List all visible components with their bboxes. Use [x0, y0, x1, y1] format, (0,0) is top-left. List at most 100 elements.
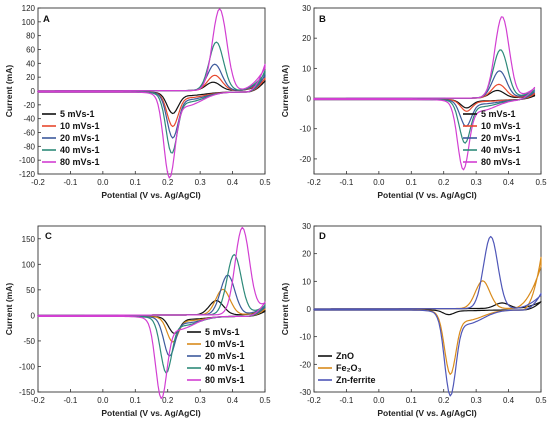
panel-d: D Potential (V vs. Ag/AgCl) Current (mA)… [280, 222, 547, 418]
y-tick-label: 40 [26, 59, 35, 68]
panel-letter-a: A [43, 14, 50, 25]
x-axis-title-b: Potential (V vs. Ag/AgCl) [377, 190, 477, 200]
y-tick-label: 50 [26, 286, 35, 295]
x-tick-label: 0.4 [227, 178, 239, 187]
x-tick-label: -0.2 [31, 178, 45, 187]
legend-label: 80 mVs-1 [60, 157, 100, 167]
y-tick-label: -20 [299, 155, 311, 164]
legend-label: 5 mVs-1 [60, 109, 95, 119]
ticks-b: -0.2 -0.1 0.0 0.1 0.2 0.3 0.4 0.5 -20 -10 0 10 20 30 [299, 4, 547, 187]
legend-label: 20 mVs-1 [205, 351, 245, 361]
legend-a: 5 mVs-1 10 mVs-1 20 mVs-1 40 mVs-1 80 mVs-1 [42, 109, 100, 167]
x-tick-label: -0.1 [340, 178, 354, 187]
x-tick-label: 0.0 [97, 178, 109, 187]
x-tick-label: -0.2 [31, 396, 45, 405]
panel-a: A Potential (V vs. Ag/AgCl) Current (mA)… [4, 4, 271, 200]
y-tick-label: -60 [23, 129, 35, 138]
ticks-a: -0.2 -0.1 0.0 0.1 0.2 0.3 0.4 0.5 -120 -100 -80 -60… [19, 4, 271, 187]
x-axis-title-d: Potential (V vs. Ag/AgCl) [377, 408, 477, 418]
curves-a [37, 8, 266, 179]
y-tick-label: 30 [302, 4, 311, 13]
y-tick-label: -100 [19, 156, 36, 165]
y-tick-label: 20 [302, 250, 311, 259]
panel-letter-d: D [319, 231, 326, 242]
series-line [313, 235, 542, 397]
y-tick-label: -20 [23, 101, 35, 110]
y-axis-title-d: Current (mA) [280, 283, 290, 336]
legend-label: 40 mVs-1 [481, 145, 521, 155]
legend-label: 80 mVs-1 [205, 375, 245, 385]
x-tick-label: 0.4 [503, 396, 515, 405]
x-tick-label: -0.2 [307, 396, 321, 405]
x-tick-label: -0.1 [64, 178, 78, 187]
y-tick-label: 0 [307, 95, 312, 104]
y-tick-label: 10 [302, 64, 311, 73]
x-tick-label: -0.1 [340, 396, 354, 405]
legend-label: Fe₂O₃ [336, 363, 362, 373]
y-tick-label: 30 [302, 222, 311, 231]
legend-label: 40 mVs-1 [60, 145, 100, 155]
x-tick-label: 0.1 [406, 396, 418, 405]
y-axis-title-b: Current (mA) [280, 65, 290, 118]
ticks-d: -0.2 -0.1 0.0 0.1 0.2 0.3 0.4 0.5 -30 -20 -10 0 10 20… [299, 222, 547, 405]
y-tick-label: 0 [31, 311, 36, 320]
x-tick-label: -0.1 [64, 396, 78, 405]
panel-c: C Potential (V vs. Ag/AgCl) Current (mA)… [4, 225, 271, 418]
legend-label: 20 mVs-1 [60, 133, 100, 143]
x-tick-label: 0.1 [130, 178, 142, 187]
legend-d: ZnO Fe₂O₃ Zn-ferrite [318, 351, 376, 385]
y-tick-label: -150 [19, 388, 36, 397]
x-tick-label: 0.0 [373, 396, 385, 405]
legend-c: 5 mVs-1 10 mVs-1 20 mVs-1 40 mVs-1 80 mVs-1 [187, 327, 245, 385]
y-axis-title-c: Current (mA) [4, 283, 14, 336]
y-tick-label: -30 [299, 388, 311, 397]
y-axis-title-a: Current (mA) [4, 65, 14, 118]
y-tick-label: -10 [299, 333, 311, 342]
x-axis-title-c: Potential (V vs. Ag/AgCl) [101, 408, 201, 418]
y-tick-label: 120 [22, 4, 36, 13]
plot-frame-b [313, 7, 542, 175]
x-tick-label: 0.5 [259, 178, 271, 187]
y-tick-label: 0 [31, 87, 36, 96]
y-tick-label: -20 [299, 360, 311, 369]
y-tick-label: 0 [307, 305, 312, 314]
legend-label: 10 mVs-1 [481, 121, 521, 131]
y-tick-label: 80 [26, 32, 35, 41]
x-tick-label: 0.5 [259, 396, 271, 405]
y-tick-label: -50 [23, 337, 35, 346]
x-tick-label: -0.2 [307, 178, 321, 187]
x-tick-label: 0.5 [535, 178, 547, 187]
y-tick-label: 60 [26, 46, 35, 55]
x-tick-label: 0.1 [130, 396, 142, 405]
curves-c [37, 226, 266, 400]
x-tick-label: 0.0 [373, 178, 385, 187]
legend-label: Zn-ferrite [336, 375, 376, 385]
y-tick-label: -10 [299, 125, 311, 134]
curves-b [313, 16, 536, 171]
legend-label: 5 mVs-1 [205, 327, 240, 337]
ticks-c: -0.2 -0.1 0.0 0.1 0.2 0.3 0.4 0.5 -150 -100 -50 0 50… [19, 235, 271, 405]
y-tick-label: 100 [22, 18, 36, 27]
x-tick-label: 0.4 [227, 396, 239, 405]
x-tick-label: 0.1 [406, 178, 418, 187]
series-line [37, 226, 266, 400]
panel-letter-b: B [319, 14, 326, 25]
x-tick-label: 0.3 [195, 396, 207, 405]
x-tick-label: 0.3 [471, 178, 483, 187]
legend-label: 10 mVs-1 [205, 339, 245, 349]
legend-label: 40 mVs-1 [205, 363, 245, 373]
y-tick-label: 20 [26, 73, 35, 82]
x-tick-label: 0.3 [471, 396, 483, 405]
x-tick-label: 0.2 [162, 396, 174, 405]
y-tick-label: -120 [19, 170, 36, 179]
legend-label: ZnO [336, 351, 354, 361]
y-tick-label: 100 [22, 260, 36, 269]
x-tick-label: 0.5 [535, 396, 547, 405]
curves-d [313, 235, 542, 397]
x-axis-title-a: Potential (V vs. Ag/AgCl) [101, 190, 201, 200]
x-tick-label: 0.2 [438, 178, 450, 187]
x-tick-label: 0.4 [503, 178, 515, 187]
x-tick-label: 0.3 [195, 178, 207, 187]
x-tick-label: 0.2 [438, 396, 450, 405]
